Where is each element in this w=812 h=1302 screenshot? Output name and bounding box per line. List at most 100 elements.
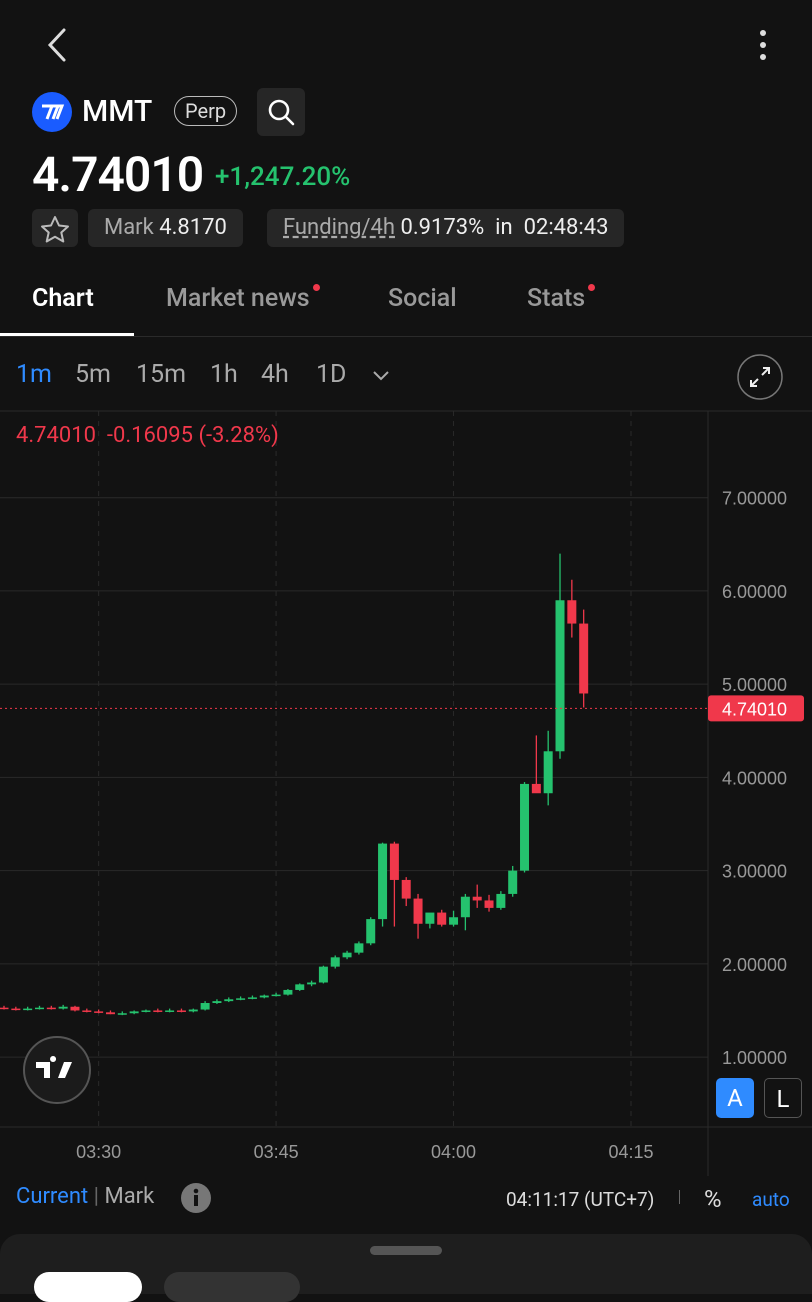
candle-body: [318, 966, 328, 983]
sheet-handle[interactable]: [370, 1246, 442, 1255]
notification-dot: [312, 284, 320, 291]
mark-toggle[interactable]: Mark: [104, 1184, 155, 1209]
candle-body: [425, 912, 435, 924]
funding-in: in: [495, 215, 513, 240]
candle-body: [165, 1010, 175, 1012]
tab[interactable]: Social: [388, 284, 457, 313]
candle-body: [567, 600, 577, 624]
candle-body: [58, 1006, 68, 1009]
tab-indicator: [0, 333, 134, 336]
interval-option[interactable]: 1h: [210, 360, 238, 389]
candle-body: [449, 917, 459, 925]
price-source: Current | Mark: [16, 1184, 154, 1209]
interval-option[interactable]: 15m: [136, 360, 187, 389]
candle-body: [579, 623, 589, 694]
interval-option[interactable]: 1D: [316, 360, 347, 389]
current-toggle[interactable]: Current: [16, 1184, 89, 1209]
separator: |: [93, 1184, 100, 1209]
candle-body: [378, 843, 388, 920]
candle-body: [330, 957, 340, 967]
buy-button[interactable]: [34, 1272, 142, 1302]
last-price-tag: [708, 695, 804, 722]
candle-body: [141, 1010, 151, 1012]
chart-legend: 4.74010 -0.16095 (-3.28%): [16, 423, 279, 448]
legend-price: 4.74010: [16, 423, 96, 448]
interval-option[interactable]: 4h: [261, 360, 289, 389]
favorite-button[interactable]: [32, 209, 78, 247]
candle-body: [508, 870, 518, 894]
tradingview-logo[interactable]: [22, 1035, 92, 1105]
token-logo: [32, 92, 72, 132]
candle-body: [70, 1006, 80, 1011]
sell-button[interactable]: [164, 1272, 300, 1302]
candle-body: [94, 1011, 104, 1013]
candle-body: [472, 896, 482, 901]
more-button[interactable]: [752, 28, 774, 64]
legend-change: -0.16095 (-3.28%): [106, 423, 279, 448]
divider: [0, 336, 812, 337]
funding-chip[interactable]: Funding/4h 0.9173% in 02:48:43: [267, 209, 625, 247]
candle-body: [543, 751, 553, 794]
info-button[interactable]: [180, 1182, 212, 1214]
candle-body: [224, 999, 234, 1002]
candle-body: [259, 995, 269, 998]
divider: [679, 1190, 680, 1204]
candle-body: [437, 912, 447, 925]
candle-body: [200, 1003, 210, 1010]
clock: 04:11:17 (UTC+7): [506, 1188, 655, 1211]
auto-toggle[interactable]: auto: [752, 1188, 790, 1211]
candle-body: [531, 783, 541, 794]
interval-option[interactable]: 5m: [75, 360, 111, 389]
candle-body: [460, 896, 470, 918]
search-button[interactable]: [257, 88, 305, 136]
candle-body: [389, 843, 399, 880]
x-tick-label: 03:30: [76, 1142, 121, 1162]
y-tick-label: 3.00000: [722, 862, 787, 882]
candle-body: [484, 900, 494, 908]
candle-body: [366, 919, 376, 944]
back-button[interactable]: [40, 26, 72, 64]
candle-body: [117, 1013, 127, 1015]
interval-dropdown[interactable]: [370, 364, 392, 386]
y-tick-label: 5.00000: [722, 675, 787, 695]
candle-body: [23, 1008, 33, 1011]
mark-price-chip: Mark 4.8170: [88, 209, 243, 247]
candle-body: [153, 1010, 163, 1012]
funding-countdown: 02:48:43: [523, 215, 609, 240]
candle-body: [34, 1007, 44, 1010]
funding-label: Funding/4h: [283, 215, 396, 240]
candle-body: [188, 1009, 198, 1012]
candle-body: [129, 1011, 139, 1014]
last-price-label: 4.74010: [722, 699, 787, 719]
candle-body: [413, 898, 423, 924]
candle-body: [212, 1001, 222, 1004]
y-tick-label: 6.00000: [722, 582, 787, 602]
x-tick-label: 03:45: [254, 1142, 299, 1162]
candle-body: [342, 952, 352, 958]
candle-body: [11, 1008, 21, 1011]
candle-body: [496, 893, 506, 908]
candle-body: [105, 1012, 115, 1015]
fullscreen-button[interactable]: [736, 353, 784, 401]
percent-toggle[interactable]: %: [704, 1185, 722, 1213]
candle-body: [176, 1010, 186, 1012]
candle-body: [46, 1007, 56, 1010]
price-change: +1,247.20%: [215, 162, 351, 192]
tab[interactable]: Stats: [527, 284, 596, 313]
candle-body: [82, 1010, 92, 1012]
interval-option[interactable]: 1m: [16, 360, 52, 389]
candle-body: [271, 994, 281, 997]
tab[interactable]: Chart: [32, 284, 94, 313]
x-tick-label: 04:00: [431, 1142, 476, 1162]
scale-button[interactable]: A: [716, 1078, 754, 1118]
scale-button[interactable]: L: [764, 1078, 802, 1118]
candle-body: [0, 1007, 9, 1010]
tab[interactable]: Market news: [166, 284, 320, 313]
perp-badge: Perp: [174, 96, 238, 126]
candle-body: [354, 943, 364, 953]
candle-body: [307, 982, 317, 985]
symbol: MMT: [82, 94, 153, 129]
candle-body: [283, 989, 293, 995]
